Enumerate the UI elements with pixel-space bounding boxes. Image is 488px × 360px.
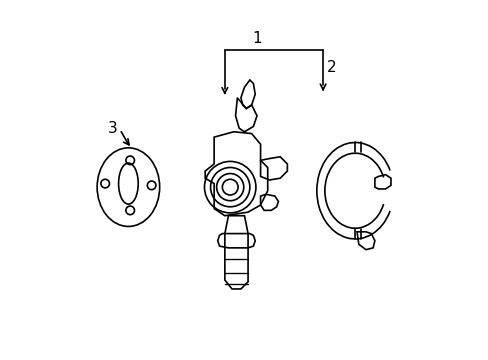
Text: 3: 3 [107,121,117,136]
Text: 2: 2 [326,60,336,75]
Text: 1: 1 [252,31,261,46]
